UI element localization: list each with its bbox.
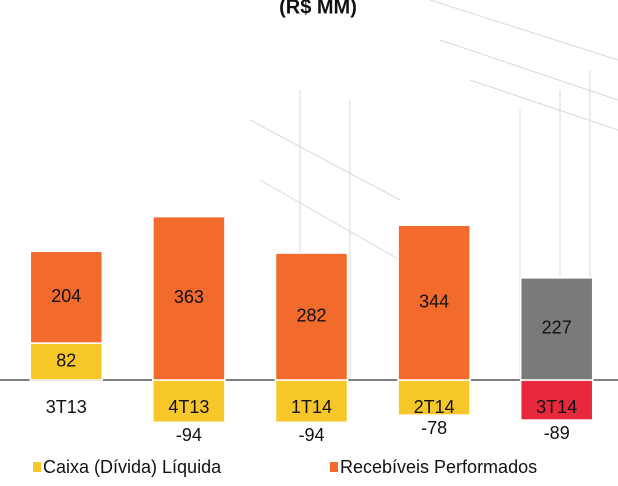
value-label: 344 [419,291,449,311]
x-tick-label: 3T13 [46,397,87,417]
value-label: 282 [296,305,326,325]
legend-swatch [33,462,41,472]
value-label: 204 [51,286,81,306]
x-tick-label: 4T13 [168,397,209,417]
value-label: -78 [421,418,447,438]
value-label: 363 [174,287,204,307]
value-label: -94 [298,425,324,445]
legend-label: Recebíveis Performados [340,457,537,477]
value-label: -94 [176,425,202,445]
legend-label: Caixa (Dívida) Líquida [43,457,222,477]
x-tick-label: 3T14 [536,397,577,417]
chart: (R$ MM) 82 204 3T13 -94 363 4T13 -94 282 1T14 -78… [0,0,618,486]
value-label: -89 [544,423,570,443]
chart-title: (R$ MM) [279,0,357,18]
x-tick-label: 1T14 [291,397,332,417]
x-tick-label: 2T14 [414,397,455,417]
value-label: 82 [56,350,76,370]
value-label: 227 [542,318,572,338]
legend-swatch [330,462,338,472]
